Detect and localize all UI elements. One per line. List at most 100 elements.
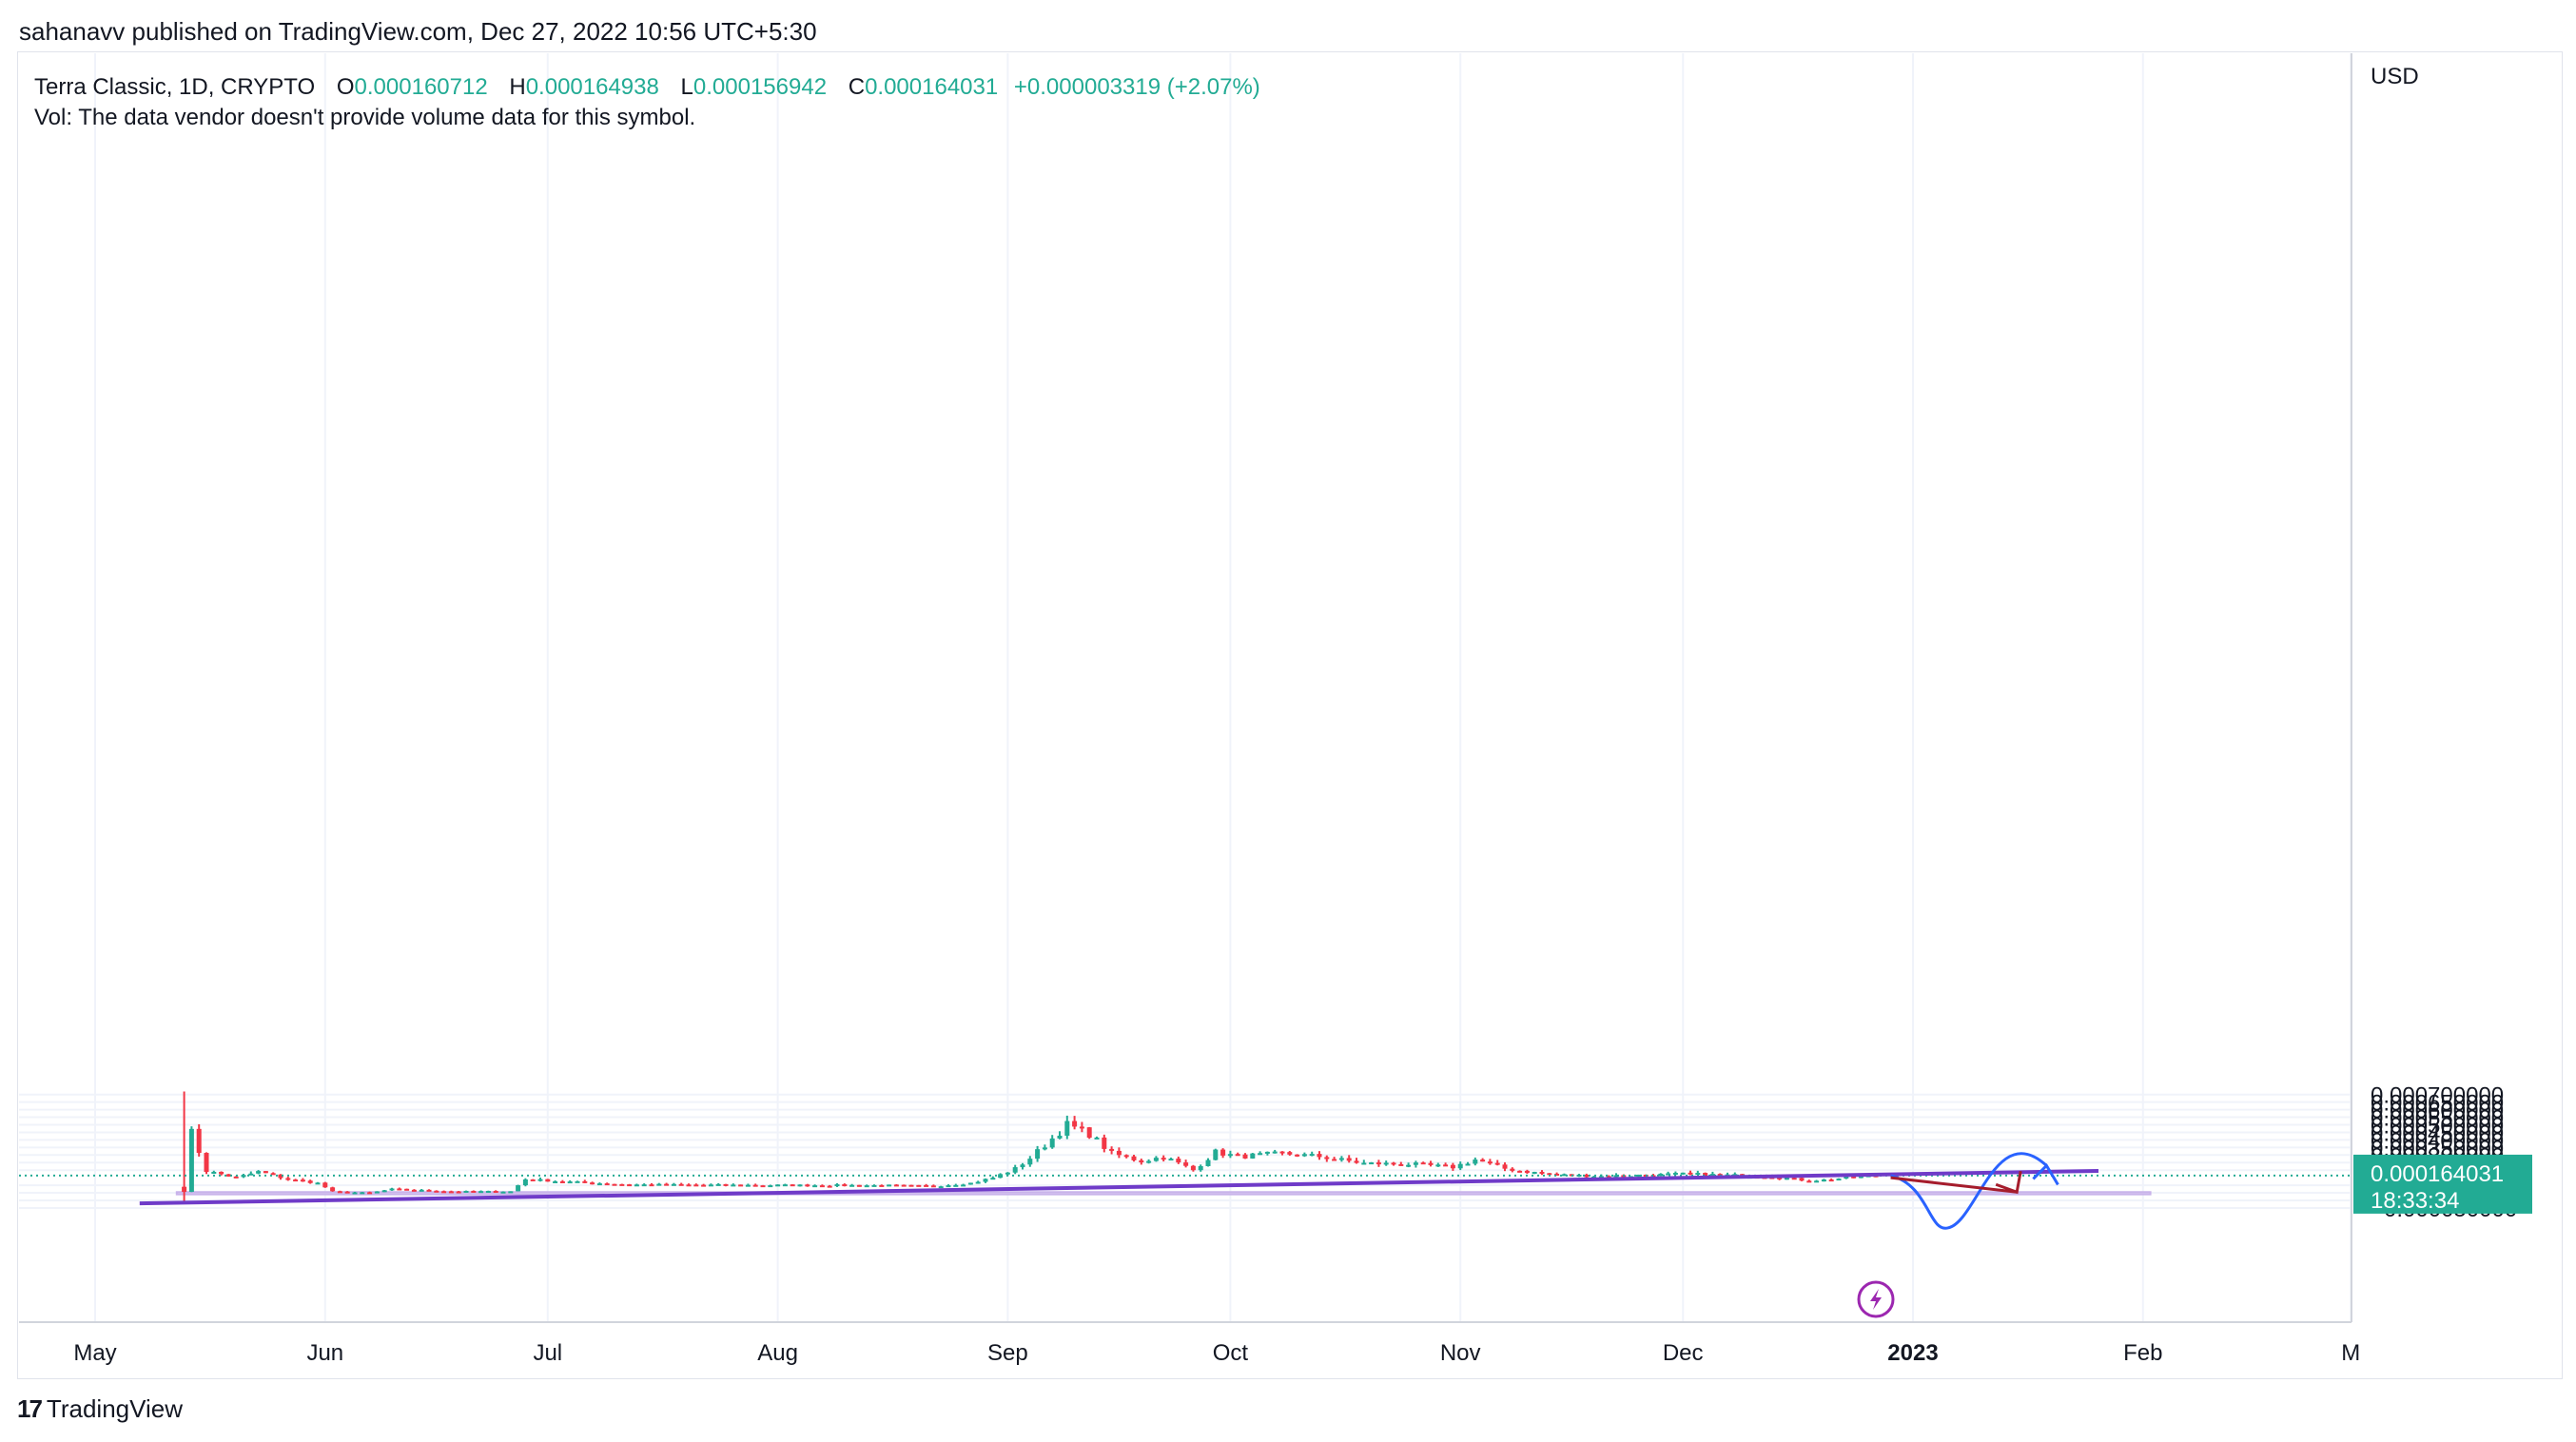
candle-body <box>1376 1162 1381 1165</box>
candle-body <box>374 1191 380 1194</box>
candle-body <box>360 1192 365 1195</box>
candle-body <box>930 1185 936 1188</box>
candle-body <box>768 1185 773 1188</box>
candle-body <box>1398 1163 1404 1166</box>
time-axis-label: 2023 <box>1887 1340 1938 1366</box>
candle-body <box>1806 1180 1812 1183</box>
candle-body <box>1473 1159 1478 1164</box>
price-axis-label: 0.000550000 <box>2371 1106 2504 1132</box>
price-axis-label: 0.000500000 <box>2371 1114 2504 1140</box>
candle-body <box>723 1183 729 1186</box>
candle-body <box>1606 1176 1611 1179</box>
candle-body <box>397 1188 402 1191</box>
candle-body <box>1295 1154 1300 1157</box>
candle-body <box>946 1185 951 1188</box>
candle-body <box>1324 1157 1330 1159</box>
candle-body <box>1539 1172 1545 1175</box>
candle-body <box>834 1184 840 1187</box>
candle-body <box>1672 1173 1678 1176</box>
candle-body <box>1346 1158 1352 1161</box>
time-axis-label: Feb <box>2123 1340 2162 1366</box>
time-axis-label: May <box>73 1340 116 1366</box>
candle-body <box>1814 1180 1820 1183</box>
low-label: L <box>680 74 693 100</box>
candle-body <box>545 1179 551 1182</box>
candle-body <box>1584 1174 1590 1178</box>
candle-body <box>434 1190 439 1193</box>
drawing-overlay <box>19 1152 2352 1230</box>
countdown-label: 18:33:34 <box>2371 1188 2459 1214</box>
candle-body <box>1190 1165 1196 1171</box>
candle-body <box>389 1188 395 1191</box>
candle-body <box>612 1183 617 1186</box>
candle-body <box>1168 1159 1174 1161</box>
candle-body <box>664 1183 670 1186</box>
candle-body <box>352 1192 358 1195</box>
candle-body <box>1272 1151 1278 1154</box>
candle-body <box>344 1191 350 1194</box>
candle-body <box>1450 1164 1455 1169</box>
candle-body <box>1361 1162 1367 1165</box>
close-label: C <box>848 74 866 100</box>
candle-body <box>1005 1172 1010 1175</box>
candle-body <box>1146 1160 1152 1163</box>
candle-body <box>1420 1162 1426 1165</box>
candle-body <box>1465 1163 1471 1166</box>
candle-body <box>211 1171 217 1174</box>
candle-body <box>426 1189 432 1192</box>
candle-body <box>1828 1179 1834 1182</box>
candle-body <box>1258 1153 1263 1156</box>
publish-info: sahanavv published on TradingView.com, D… <box>19 17 817 46</box>
candle-body <box>1413 1162 1418 1165</box>
candle-body <box>975 1181 981 1184</box>
candle-body <box>1123 1155 1129 1158</box>
candle-body <box>983 1179 988 1182</box>
candle-body <box>1227 1154 1233 1157</box>
candle-body <box>819 1185 825 1188</box>
candle-body <box>582 1180 588 1183</box>
price-axis-label: 0.000700000 <box>2371 1083 2504 1109</box>
symbol-name[interactable]: Terra Classic, 1D, CRYPTO <box>34 74 316 100</box>
time-axis-label: Jun <box>306 1340 343 1366</box>
lightning-bolt-icon <box>1870 1289 1882 1310</box>
candle-body <box>1020 1164 1025 1168</box>
candle-body <box>686 1184 692 1187</box>
candle-body <box>827 1185 832 1188</box>
candle-body <box>1709 1174 1715 1177</box>
support-zone <box>175 1191 2152 1196</box>
price-axis-label: 0.000400000 <box>2371 1128 2504 1154</box>
candle-body <box>1561 1174 1567 1177</box>
candle-body <box>1287 1152 1293 1155</box>
candle-body <box>1406 1164 1412 1167</box>
candle-body <box>225 1174 231 1177</box>
candle-body <box>1635 1174 1641 1177</box>
candle-body <box>924 1184 929 1187</box>
candle-body <box>901 1184 907 1187</box>
candle-body <box>797 1184 803 1187</box>
candle-body <box>1235 1154 1240 1157</box>
candle-body <box>1250 1153 1256 1159</box>
candle-body <box>1851 1176 1857 1179</box>
candle-body <box>1688 1172 1693 1175</box>
candle-body <box>1487 1161 1493 1164</box>
high-label: H <box>509 74 526 100</box>
candle-body <box>441 1191 447 1194</box>
candle-body <box>1695 1173 1701 1176</box>
candle-body <box>1035 1149 1041 1159</box>
candle-body <box>1613 1175 1619 1178</box>
open-label: O <box>336 74 355 100</box>
candle-body <box>188 1128 194 1193</box>
candle-body <box>1547 1173 1552 1176</box>
current-price-tag <box>2353 1154 2532 1214</box>
tradingview-logo[interactable]: 17 TradingView <box>17 1394 183 1424</box>
price-axis-currency: USD <box>2371 64 2419 89</box>
candle-body <box>219 1171 224 1175</box>
candle-body <box>1279 1151 1285 1154</box>
change-value: +0.000003319 (+2.07%) <box>1013 74 1260 100</box>
candle-body <box>182 1186 187 1193</box>
candle-body <box>782 1184 788 1187</box>
time-axis-label: Dec <box>1663 1340 1704 1366</box>
candle-body <box>596 1183 602 1186</box>
candle-body <box>1391 1162 1396 1165</box>
